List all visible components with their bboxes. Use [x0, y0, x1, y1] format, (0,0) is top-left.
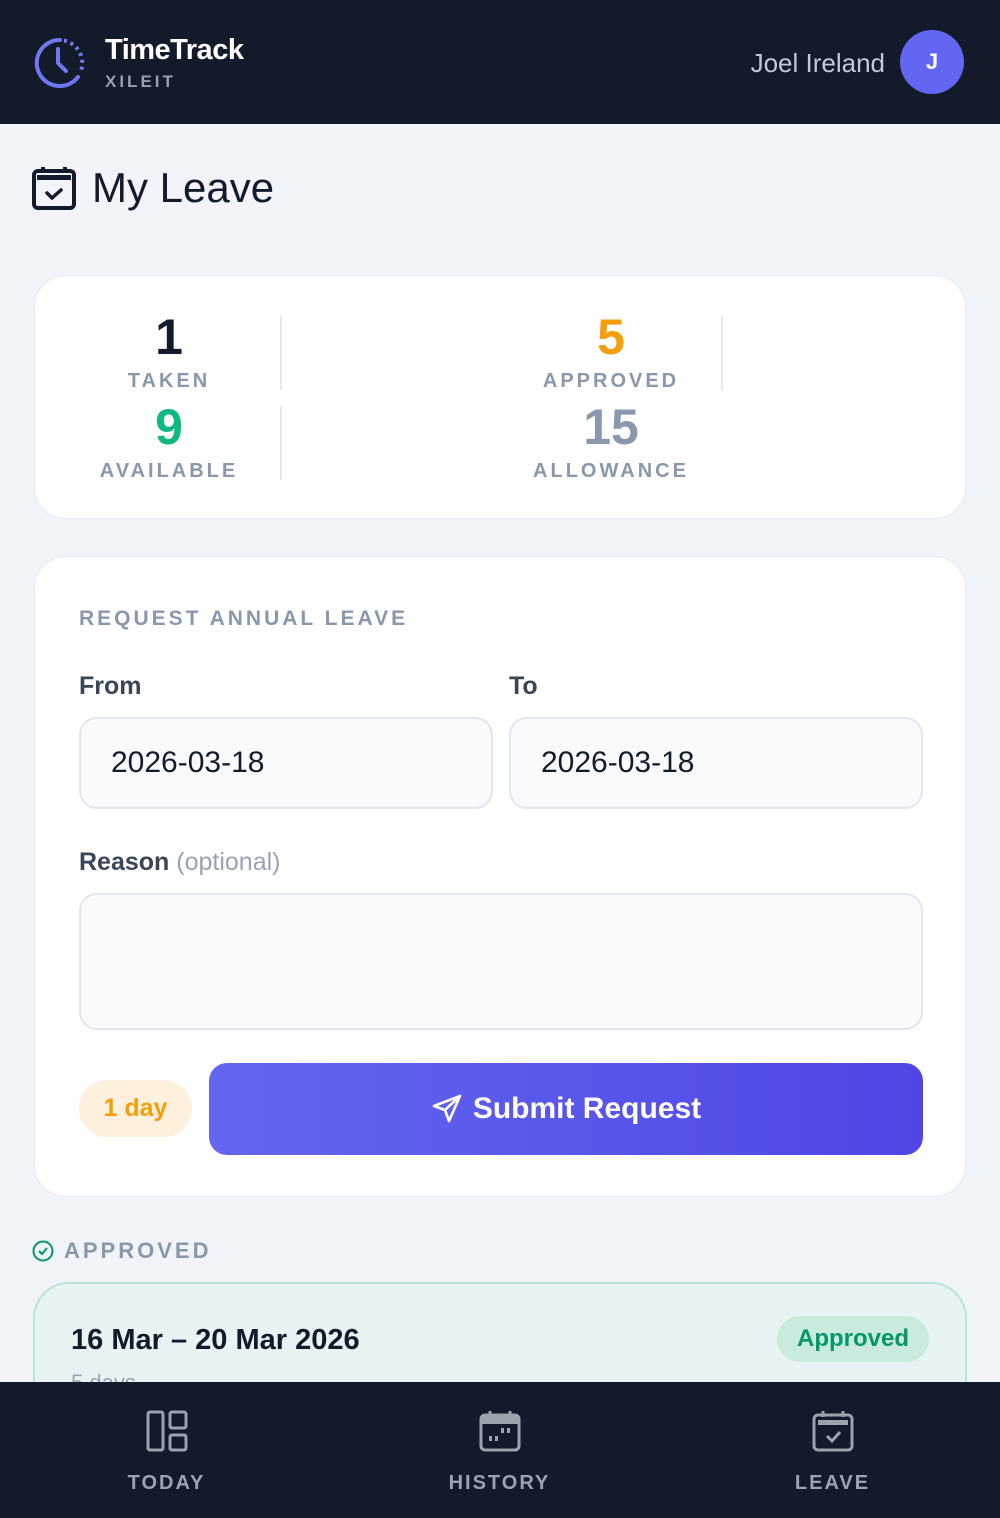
submit-label: Submit Request [472, 1092, 702, 1125]
leave-request-form: REQUEST ANNUAL LEAVE From To 2026-03-18 … [34, 556, 966, 1197]
stat-value: 9 [155, 399, 183, 455]
stat-label: ALLOWANCE [533, 460, 689, 482]
stat-label: AVAILABLE [99, 460, 239, 482]
nav-item-today[interactable]: TODAY [0, 1382, 333, 1518]
from-label: From [79, 672, 142, 700]
stat-value: 5 [597, 309, 625, 365]
app-header: TimeTrack XILEIT Joel Ireland J [0, 0, 1000, 124]
nav-label: HISTORY [448, 1472, 551, 1494]
stat-label: APPROVED [542, 370, 680, 392]
section-title: REQUEST ANNUAL LEAVE [79, 607, 409, 630]
approved-section-header: APPROVED [32, 1238, 211, 1264]
reason-textarea[interactable] [79, 893, 923, 1030]
page-title: My Leave [92, 164, 275, 211]
bottom-nav: TODAY HISTORY LEAVE [0, 1382, 1000, 1518]
status-badge: Approved [776, 1316, 929, 1362]
avatar[interactable]: J [900, 30, 964, 94]
reason-label: Reason (optional) [79, 848, 281, 877]
leave-stats-card: 1 TAKEN 5 APPROVED 9 AVAILABLE 15 ALLOWANCE [34, 275, 966, 519]
company-name: XILEIT [105, 72, 176, 91]
submit-request-button[interactable]: Submit Request [209, 1063, 923, 1155]
stat-label: TAKEN [127, 370, 211, 392]
app-brand: TimeTrack [105, 34, 244, 66]
user-name[interactable]: Joel Ireland [750, 48, 885, 78]
stat-allowance: 15 ALLOWANCE [481, 400, 741, 483]
to-date-input[interactable]: 2026-03-18 [509, 717, 923, 809]
reason-label-text: Reason [79, 848, 170, 876]
calendar-icon [479, 1411, 520, 1452]
dashboard-icon [146, 1410, 187, 1452]
stat-available: 9 AVAILABLE [39, 400, 299, 483]
stat-approved: 5 APPROVED [481, 310, 741, 393]
to-label: To [509, 672, 538, 700]
leave-dates: 16 Mar – 20 Mar 2026 [71, 1324, 360, 1356]
check-circle-icon [32, 1240, 54, 1262]
nav-label: TODAY [127, 1472, 206, 1494]
stat-taken: 1 TAKEN [39, 310, 299, 393]
nav-item-leave[interactable]: LEAVE [666, 1382, 999, 1518]
calendar-check-icon [812, 1411, 853, 1452]
optional-hint: (optional) [176, 848, 281, 876]
nav-item-history[interactable]: HISTORY [333, 1382, 666, 1518]
section-title: APPROVED [64, 1238, 212, 1263]
divider [280, 316, 282, 390]
day-count-badge: 1 day [79, 1080, 192, 1137]
calendar-check-icon [32, 167, 76, 210]
from-date-input[interactable]: 2026-03-18 [79, 717, 493, 809]
divider [721, 316, 723, 390]
clock-logo-icon [34, 37, 85, 88]
divider [280, 406, 282, 480]
nav-label: LEAVE [794, 1472, 871, 1494]
stat-value: 15 [583, 399, 639, 455]
send-icon [432, 1094, 462, 1123]
stat-value: 1 [155, 309, 183, 365]
